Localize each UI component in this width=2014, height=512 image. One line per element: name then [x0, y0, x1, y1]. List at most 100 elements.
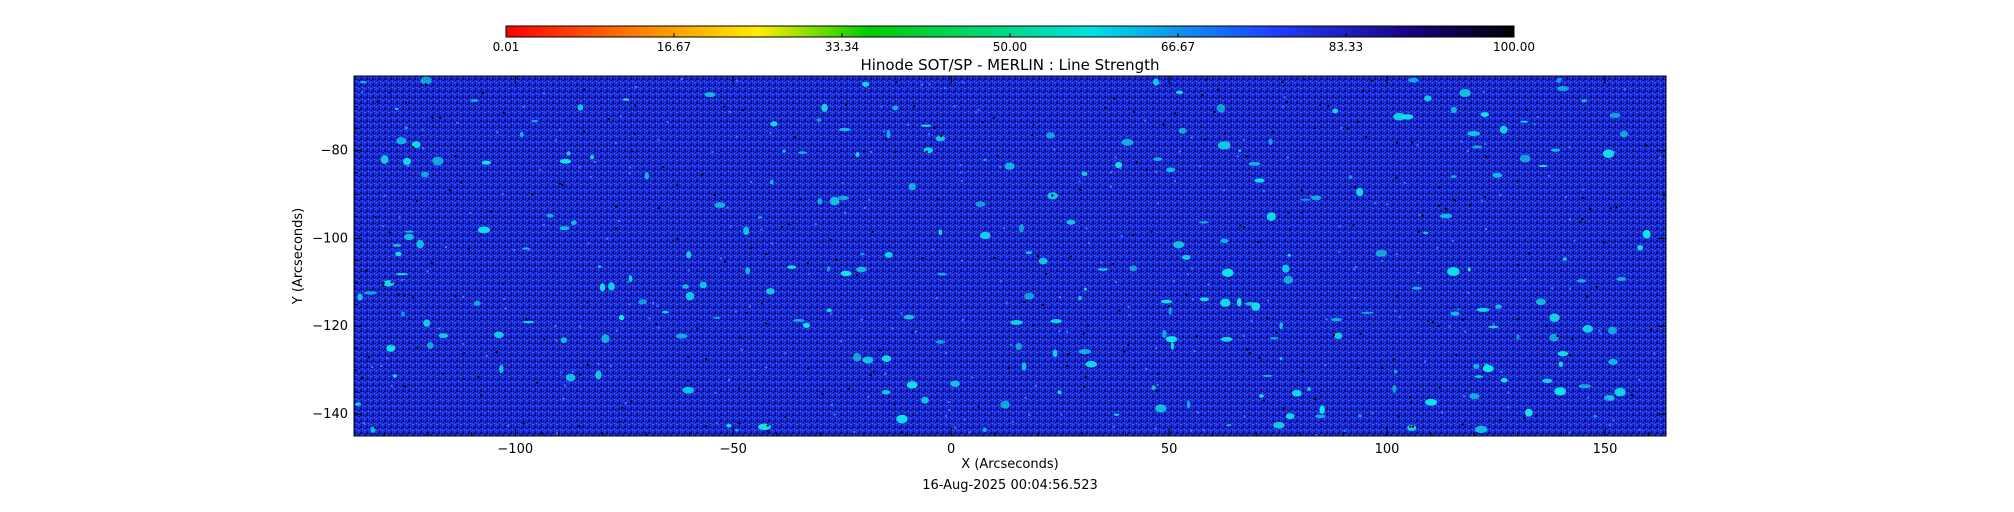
dark-speckle: [1144, 119, 1147, 122]
dark-speckle: [1437, 324, 1440, 327]
dark-speckle: [1612, 419, 1615, 422]
dark-speckle: [1353, 268, 1356, 271]
bright-region: [1151, 385, 1156, 391]
dark-speckle: [959, 171, 962, 174]
dark-speckle: [1438, 386, 1441, 389]
dark-speckle: [1374, 202, 1377, 205]
dark-speckle: [615, 227, 618, 230]
dark-speckle: [1381, 259, 1384, 262]
dark-speckle: [1381, 366, 1384, 369]
dark-speckle: [542, 223, 545, 226]
dark-speckle: [1403, 181, 1406, 184]
dark-speckle: [390, 384, 393, 387]
bright-region: [628, 274, 633, 283]
dark-speckle: [403, 294, 406, 297]
dark-speckle: [1581, 218, 1583, 221]
dark-speckle: [1605, 397, 1608, 400]
dark-speckle: [587, 242, 590, 245]
dark-speckle: [583, 88, 586, 91]
dark-speckle: [1037, 255, 1040, 258]
bright-region: [395, 273, 409, 276]
dark-speckle: [1517, 263, 1520, 266]
dark-speckle: [412, 296, 415, 299]
dark-speckle: [734, 310, 737, 313]
dark-speckle: [1630, 394, 1633, 397]
bright-region: [570, 220, 577, 226]
bright-region: [1166, 167, 1176, 173]
bright-region: [1593, 414, 1597, 418]
dark-speckle: [868, 198, 871, 201]
dark-speckle: [631, 150, 633, 153]
bright-region: [608, 282, 615, 291]
bright-region: [1173, 241, 1185, 249]
dark-speckle: [502, 111, 505, 114]
bright-region: [396, 137, 407, 145]
bright-region: [1025, 251, 1033, 255]
dark-speckle: [1127, 343, 1130, 346]
bright-region: [840, 270, 852, 277]
bright-region: [577, 104, 584, 111]
dark-speckle: [844, 211, 847, 214]
dark-speckle: [814, 223, 817, 226]
dark-speckle: [648, 317, 651, 320]
dark-speckle: [1464, 330, 1467, 333]
bright-region: [1254, 178, 1265, 183]
dark-speckle: [481, 92, 484, 94]
dark-speckle: [1562, 249, 1565, 252]
dark-speckle: [723, 105, 726, 108]
x-tick-label: 0: [947, 442, 955, 457]
bright-region: [1614, 387, 1626, 397]
bright-region: [1199, 297, 1209, 302]
bright-region: [1637, 244, 1643, 251]
bright-region: [546, 213, 554, 218]
dark-speckle: [657, 326, 660, 329]
dark-speckle: [1186, 273, 1189, 276]
dark-speckle: [1340, 126, 1343, 129]
dark-speckle: [921, 257, 924, 260]
dark-speckle: [1162, 123, 1165, 126]
dark-speckle: [1650, 328, 1653, 331]
dark-speckle: [927, 133, 930, 136]
dark-speckle: [1324, 364, 1327, 366]
bright-region: [920, 124, 932, 127]
bright-region: [1447, 267, 1460, 276]
bright-region: [493, 331, 504, 339]
dark-speckle: [657, 207, 660, 210]
bright-region: [1495, 304, 1502, 309]
bright-region: [1121, 138, 1134, 146]
dark-speckle: [1421, 214, 1424, 217]
dark-speckle: [554, 325, 557, 328]
dark-speckle: [1145, 168, 1148, 171]
bright-region: [714, 202, 726, 208]
dark-speckle: [1132, 110, 1135, 113]
dark-speckle: [1300, 211, 1303, 214]
dark-speckle: [361, 90, 364, 93]
bright-region: [862, 356, 874, 364]
bright-region: [1266, 212, 1276, 221]
bright-region: [473, 300, 481, 306]
bright-region: [1175, 90, 1184, 95]
dark-speckle: [936, 198, 939, 201]
dark-speckle: [1410, 401, 1413, 404]
dark-speckle: [1115, 281, 1118, 284]
dark-speckle: [853, 430, 856, 433]
bright-region: [1484, 363, 1490, 370]
bright-region: [1259, 394, 1264, 398]
dark-speckle: [1243, 226, 1246, 229]
dark-speckle: [831, 403, 833, 406]
dark-speckle: [906, 123, 909, 126]
dark-speckle: [741, 109, 744, 112]
dark-speckle: [1113, 97, 1116, 100]
dark-speckle: [1568, 354, 1571, 357]
dark-speckle: [1156, 383, 1159, 386]
dark-speckle: [1119, 167, 1122, 170]
dark-speckle: [1157, 372, 1160, 375]
dark-speckle: [1589, 207, 1592, 210]
bright-region: [704, 92, 716, 98]
dark-speckle: [1041, 304, 1044, 307]
dark-speckle: [880, 105, 883, 108]
y-tick-label: −140: [312, 407, 348, 422]
colorbar-tick-label: 16.67: [657, 40, 691, 54]
bright-region: [618, 314, 625, 321]
dark-speckle: [1196, 411, 1199, 414]
